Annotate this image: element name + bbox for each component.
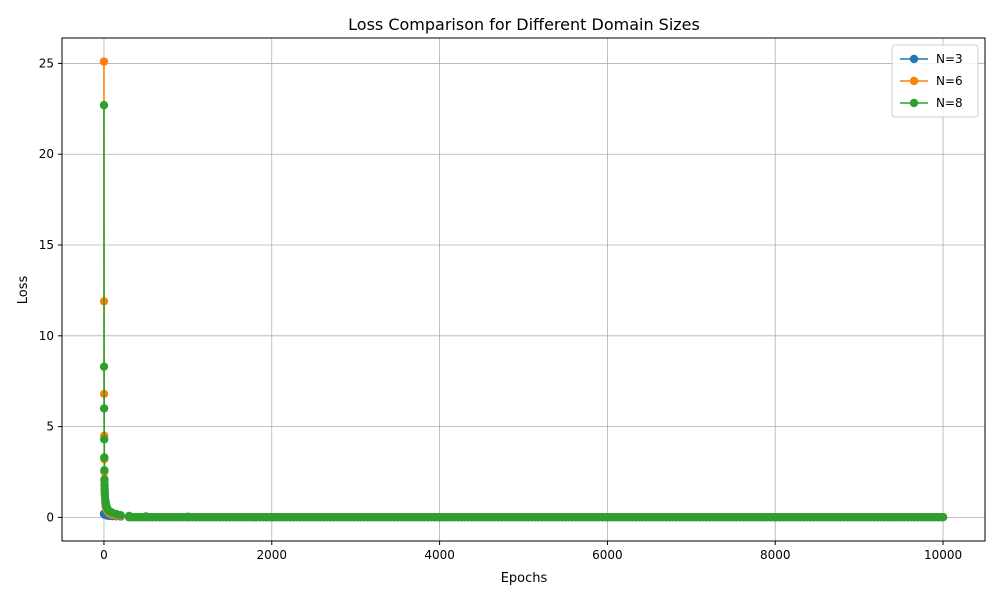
y-tick-label: 25 xyxy=(39,56,54,70)
x-tick-label: 4000 xyxy=(424,548,455,562)
plot-frame xyxy=(61,37,986,542)
legend: N=3 N=6 N=8 xyxy=(891,44,979,118)
y-tick-label: 10 xyxy=(39,329,54,343)
series-n-8 xyxy=(99,100,948,522)
legend-marker xyxy=(909,76,919,86)
data-point xyxy=(99,100,109,110)
legend-label: N=3 xyxy=(936,52,963,66)
x-tick-label: 10000 xyxy=(924,548,962,562)
y-tick-label: 15 xyxy=(39,238,54,252)
data-point xyxy=(100,435,109,444)
data-point xyxy=(100,453,109,462)
data-point xyxy=(116,511,125,520)
legend-label: N=6 xyxy=(936,74,963,88)
data-point xyxy=(99,57,109,66)
legend-marker xyxy=(909,54,919,64)
series-group xyxy=(99,57,948,522)
x-tick-label: 8000 xyxy=(760,548,791,562)
y-axis-label: Loss xyxy=(16,276,31,305)
data-point xyxy=(100,465,109,475)
legend-item: N=8 xyxy=(900,96,963,110)
legend-item: N=6 xyxy=(900,74,963,88)
x-tick-label: 6000 xyxy=(592,548,623,562)
axes: 0 2000 4000 6000 8000 10000 0 5 10 15 20 25 xyxy=(39,37,986,562)
legend-item: N=3 xyxy=(900,52,963,66)
y-tick-label: 0 xyxy=(46,510,54,524)
data-point xyxy=(937,513,946,522)
data-point xyxy=(99,362,109,371)
legend-label: N=8 xyxy=(936,96,963,110)
x-tick-label: 0 xyxy=(100,548,108,562)
data-point xyxy=(99,404,109,413)
y-tick-label: 5 xyxy=(46,420,54,434)
legend-marker xyxy=(909,98,919,108)
y-tick-label: 20 xyxy=(39,147,54,161)
x-tick-label: 2000 xyxy=(256,548,287,562)
chart-title: Loss Comparison for Different Domain Siz… xyxy=(348,15,700,34)
x-axis-label: Epochs xyxy=(501,571,548,586)
